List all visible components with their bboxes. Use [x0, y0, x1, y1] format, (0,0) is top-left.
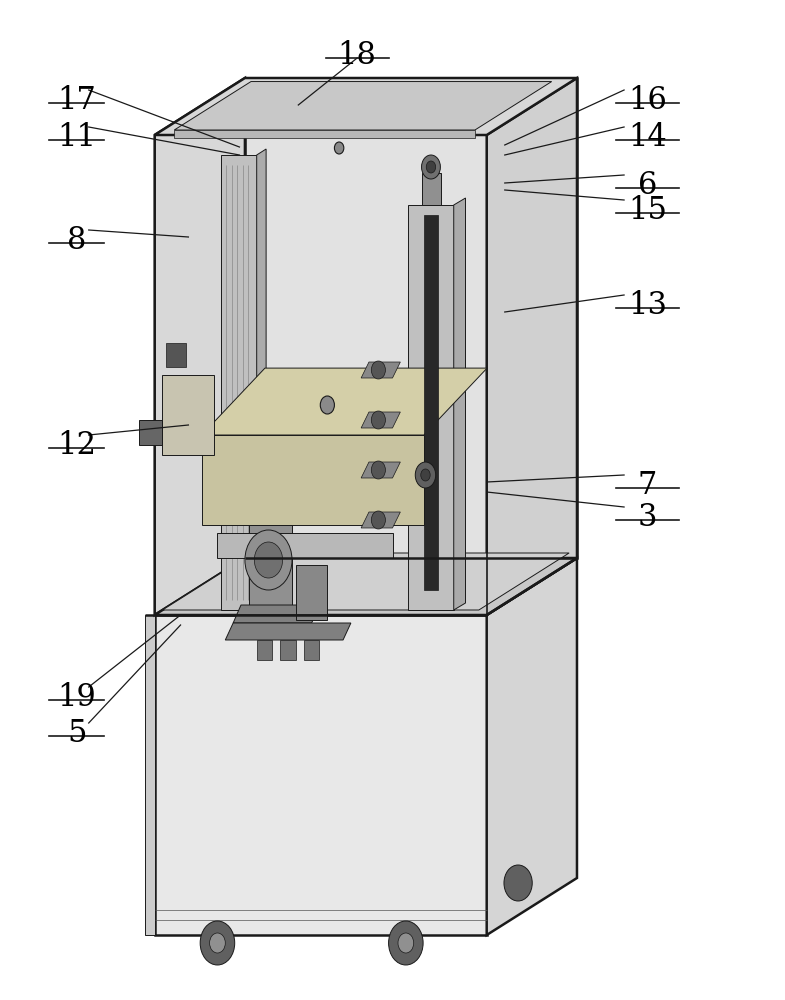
Polygon shape [139, 420, 162, 445]
Polygon shape [166, 343, 186, 367]
Polygon shape [174, 82, 552, 130]
Circle shape [421, 469, 430, 481]
Circle shape [210, 933, 225, 953]
Text: 19: 19 [57, 682, 97, 713]
Circle shape [371, 461, 385, 479]
Text: 6: 6 [638, 170, 657, 201]
Polygon shape [280, 640, 296, 660]
Polygon shape [454, 198, 466, 610]
Circle shape [398, 933, 414, 953]
Circle shape [371, 361, 385, 379]
Polygon shape [361, 462, 400, 478]
Text: 15: 15 [628, 195, 667, 226]
Polygon shape [422, 173, 441, 205]
Polygon shape [202, 435, 424, 525]
Polygon shape [487, 558, 577, 935]
Polygon shape [257, 149, 266, 610]
Polygon shape [245, 78, 577, 558]
Circle shape [371, 511, 385, 529]
Polygon shape [304, 640, 319, 660]
Circle shape [426, 161, 436, 173]
Polygon shape [249, 525, 292, 605]
Circle shape [320, 396, 334, 414]
Polygon shape [361, 362, 400, 378]
Polygon shape [155, 615, 487, 935]
Polygon shape [174, 130, 475, 138]
Polygon shape [361, 412, 400, 428]
Polygon shape [155, 78, 577, 135]
Polygon shape [225, 623, 351, 640]
Polygon shape [162, 375, 214, 455]
Polygon shape [296, 565, 327, 620]
Circle shape [200, 921, 235, 965]
Text: 3: 3 [638, 502, 657, 533]
Circle shape [415, 462, 436, 488]
Text: 7: 7 [638, 470, 657, 501]
Text: 17: 17 [57, 85, 97, 116]
Circle shape [334, 142, 344, 154]
Circle shape [389, 921, 423, 965]
Polygon shape [257, 640, 272, 660]
Polygon shape [155, 78, 245, 615]
Polygon shape [145, 615, 155, 935]
Polygon shape [217, 533, 392, 558]
Polygon shape [424, 215, 438, 590]
Polygon shape [361, 512, 400, 528]
Polygon shape [221, 155, 257, 610]
Circle shape [422, 155, 440, 179]
Polygon shape [408, 205, 454, 610]
Polygon shape [162, 553, 569, 610]
Polygon shape [155, 558, 577, 615]
Polygon shape [202, 368, 487, 435]
Circle shape [254, 542, 283, 578]
Circle shape [371, 411, 385, 429]
Text: 18: 18 [338, 40, 377, 71]
Text: 12: 12 [57, 430, 97, 461]
Text: 5: 5 [68, 718, 86, 749]
Text: 13: 13 [628, 290, 667, 321]
Text: 8: 8 [68, 225, 86, 256]
Text: 11: 11 [57, 122, 97, 153]
Polygon shape [487, 78, 577, 615]
Text: 14: 14 [628, 122, 667, 153]
Polygon shape [233, 605, 319, 623]
Circle shape [504, 865, 532, 901]
Text: 16: 16 [628, 85, 667, 116]
Circle shape [245, 530, 292, 590]
